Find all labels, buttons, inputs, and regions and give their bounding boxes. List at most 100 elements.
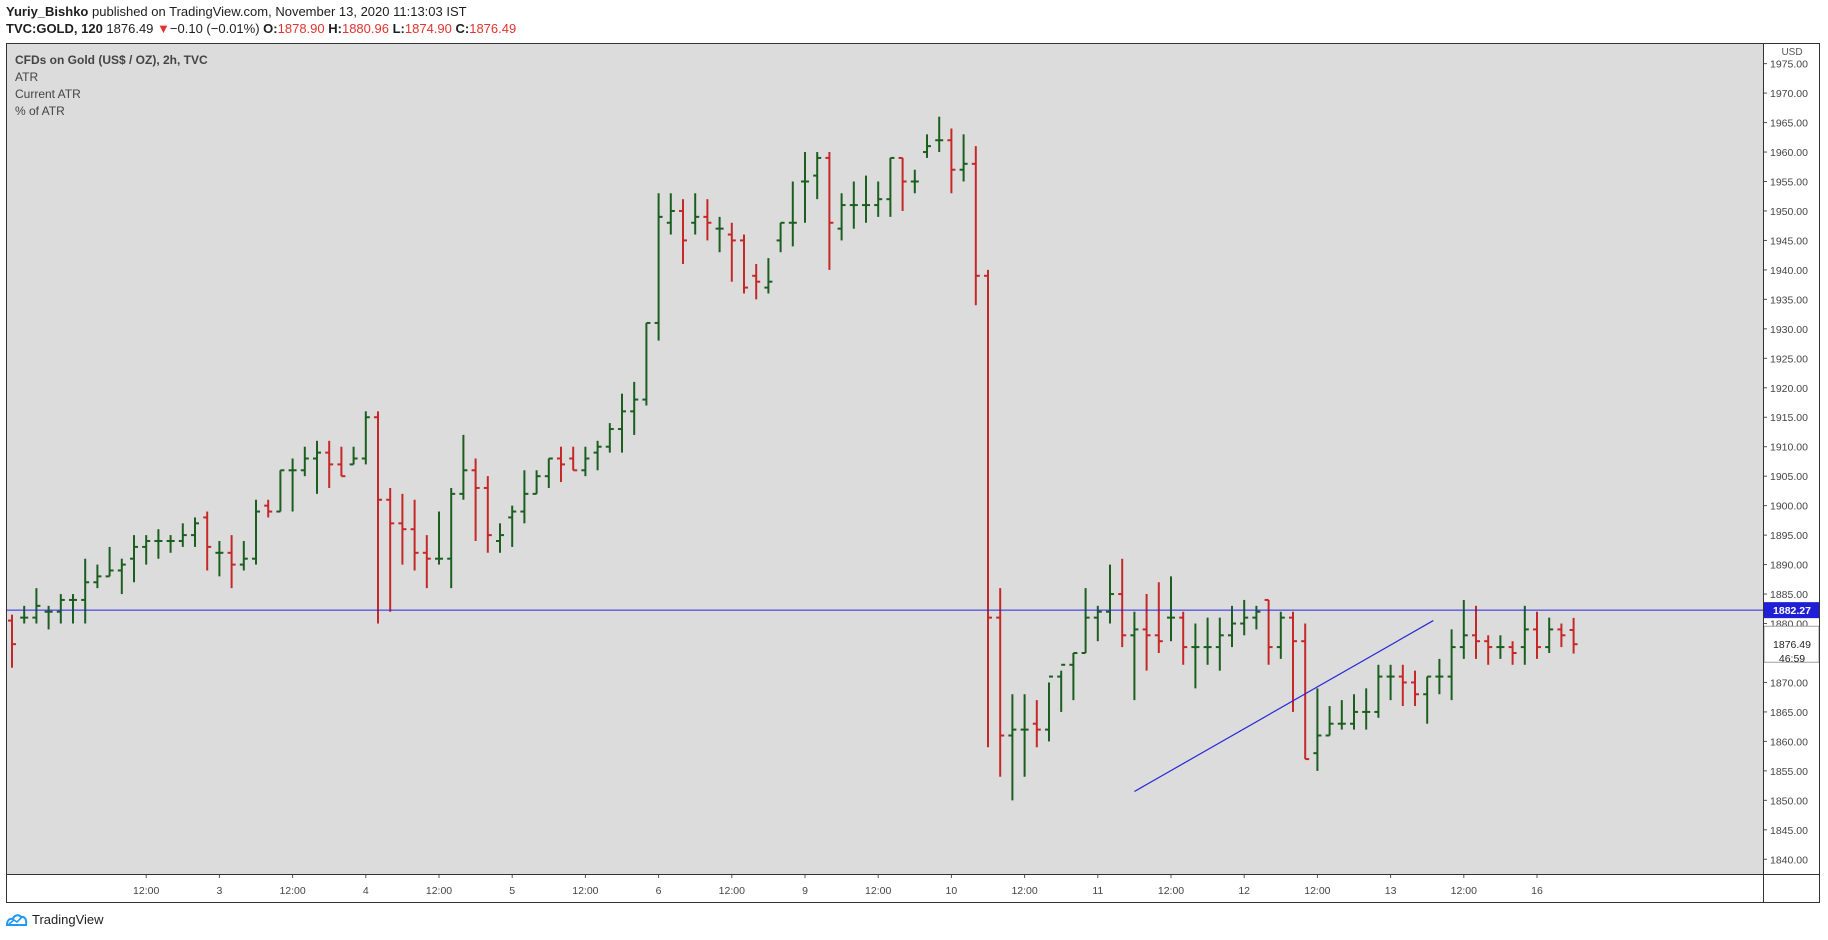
time-axis-background[interactable]	[6, 874, 1763, 903]
trend-line[interactable]	[1134, 620, 1434, 793]
ohlc-bar	[910, 169, 919, 194]
ohlc-bar	[1350, 694, 1358, 730]
ohlc-bar	[374, 411, 382, 624]
ohlc-bar	[1386, 664, 1395, 701]
ohlc-bar	[1545, 617, 1554, 653]
y-tick-label: 1940.00	[1770, 265, 1808, 277]
x-tick-label: 12:00	[1304, 885, 1330, 897]
symbol-label: TVC:GOLD, 120	[6, 21, 103, 36]
ohlc-bar	[1203, 617, 1212, 665]
y-tick-label: 1905.00	[1770, 471, 1808, 483]
time-axis: 12:00 3 12:00 4 12:00 5 12:00 6 12:00 9 12:00 10 12:…	[133, 874, 1543, 897]
countdown-label: 46:59	[1779, 653, 1805, 665]
published-text: published on TradingView.com, November 1…	[92, 4, 467, 19]
ohlc-bar	[715, 216, 724, 253]
x-tick-label: 12:00	[572, 885, 598, 897]
ohlc-bar	[117, 558, 126, 595]
ohlc-bar	[874, 181, 883, 217]
ohlc-bar	[984, 269, 992, 748]
ohlc-bar	[1240, 599, 1249, 636]
ohlc-bar	[1398, 664, 1407, 707]
ohlc-bar	[1118, 558, 1127, 648]
legend-current-atr[interactable]: Current ATR	[15, 87, 81, 101]
ohlc-bar	[203, 511, 212, 571]
ohlc-bar	[56, 594, 65, 624]
y-tick-label: 1975.00	[1770, 59, 1808, 71]
ohlc-bar	[947, 128, 956, 194]
ohlc-bar	[1520, 605, 1529, 665]
ohlc-bar	[959, 134, 968, 182]
ohlc-bar	[386, 487, 395, 612]
down-arrow-icon: ▼	[157, 21, 170, 36]
ohlc-bar	[1496, 635, 1505, 659]
ohlc-bar	[1020, 694, 1029, 777]
y-tick-label: 1895.00	[1770, 530, 1808, 542]
price-axis-background[interactable]	[1763, 43, 1820, 903]
price-axis: USD 1840.00 1845.00 1850.00 1855.00 1860.00 18…	[1763, 47, 1820, 866]
chart-border	[6, 43, 1820, 903]
ohlc-bar	[1008, 694, 1017, 801]
ohlc-bar	[239, 541, 248, 571]
plot-background	[6, 43, 1763, 874]
x-tick-label: 9	[802, 885, 808, 897]
ohlc-bar	[1423, 675, 1432, 724]
author-name[interactable]: Yuriy_Bishko	[6, 4, 89, 19]
legend-title[interactable]: CFDs on Gold (US$ / OZ), 2h, TVC	[15, 53, 208, 67]
ohlc-bar	[81, 558, 90, 624]
ohlc-bar	[1032, 700, 1041, 748]
x-tick-label: 16	[1531, 885, 1543, 897]
ohlc-bar	[227, 535, 236, 589]
ohlc-bar	[886, 156, 895, 217]
ohlc-bar	[325, 440, 334, 488]
ohlc-bar	[410, 499, 419, 571]
ohlc-bar	[154, 529, 163, 559]
y-tick-label: 1960.00	[1770, 147, 1808, 159]
ohlc-bar	[862, 175, 870, 223]
x-tick-label: 12:00	[426, 885, 452, 897]
x-tick-label: 12:00	[719, 885, 745, 897]
ohlc-bar	[1472, 605, 1480, 659]
ohlc-bar	[898, 156, 907, 211]
ohlc-bar	[1533, 611, 1541, 659]
ohlc-bar	[191, 517, 199, 547]
ohlc-bar	[849, 181, 858, 229]
change-text: −0.10 (−0.01%)	[169, 21, 260, 36]
ohlc-bar	[1142, 594, 1151, 671]
ohlc-bar	[1106, 564, 1114, 624]
ohlc-bar	[1045, 675, 1053, 742]
ohlc-bar	[703, 199, 712, 241]
ohlc-bar	[1093, 605, 1102, 642]
y-tick-label: 1850.00	[1770, 795, 1808, 807]
footer-brand[interactable]: TradingView	[6, 912, 104, 927]
ohlc-bar	[1301, 623, 1310, 761]
ohlc-bar	[422, 535, 431, 589]
ohlc-bar	[398, 493, 407, 565]
high-value: 1880.96	[341, 21, 389, 36]
last-price-badge: 1876.49 46:59	[1763, 625, 1820, 665]
ohlc-bar	[788, 181, 797, 247]
ohlc-bar	[1289, 611, 1297, 712]
x-tick-label: 12:00	[1158, 885, 1184, 897]
ohlc-bar	[593, 440, 602, 471]
ohlc-bar	[32, 588, 41, 624]
ohlc-bar	[252, 499, 260, 565]
legend-atr[interactable]: ATR	[15, 70, 39, 84]
ohlc-bars	[8, 116, 1578, 801]
y-tick-label: 1845.00	[1770, 825, 1808, 837]
ohlc-bar	[544, 457, 553, 488]
y-tick-label: 1965.00	[1770, 118, 1808, 130]
ohlc-bar	[971, 146, 980, 306]
brand-name: TradingView	[32, 912, 104, 927]
x-tick-label: 12:00	[279, 885, 305, 897]
price-chart[interactable]: USD 1840.00 1845.00 1850.00 1855.00 1860.00 18…	[6, 43, 1820, 903]
ohlc-bar	[569, 446, 578, 472]
x-tick-label: 11	[1092, 885, 1103, 897]
ohlc-bar	[1167, 576, 1175, 642]
open-value: 1878.90	[277, 21, 325, 36]
y-tick-label: 1920.00	[1770, 383, 1808, 395]
legend-pct-atr[interactable]: % of ATR	[15, 104, 65, 118]
x-tick-label: 10	[946, 885, 958, 897]
close-value: 1876.49	[469, 21, 517, 36]
ohlc-bar	[1374, 664, 1383, 718]
ohlc-bar	[557, 446, 565, 483]
